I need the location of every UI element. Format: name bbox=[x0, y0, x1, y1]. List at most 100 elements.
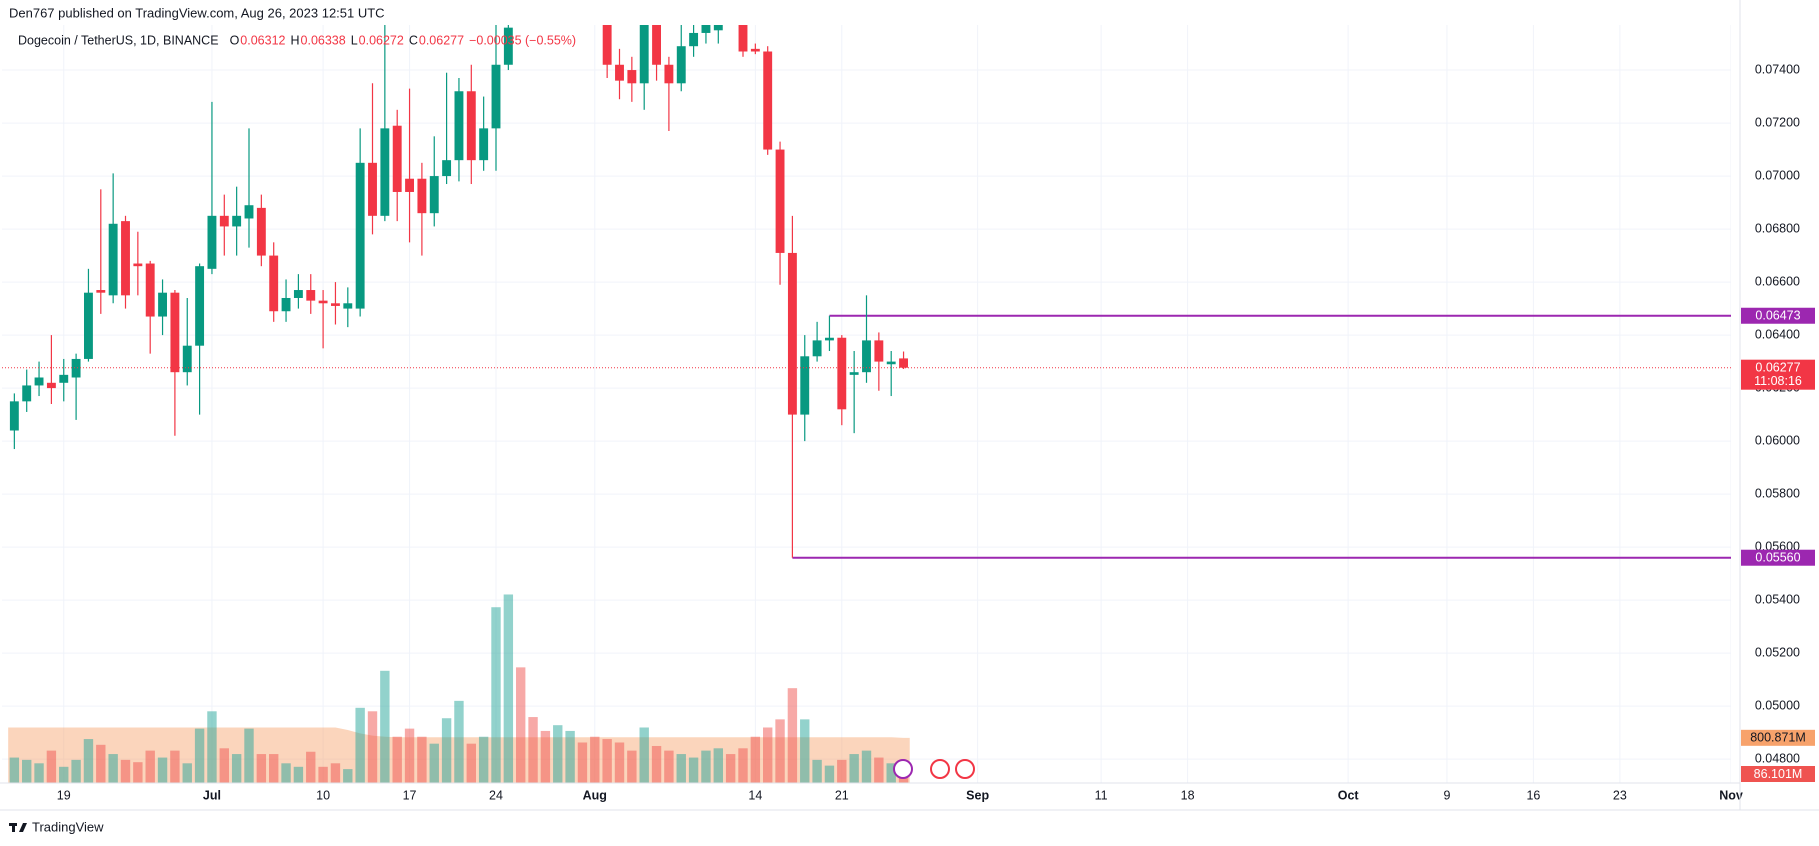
volume-bar bbox=[170, 750, 180, 783]
volume-bar bbox=[676, 754, 686, 783]
x-tick-label: 21 bbox=[835, 788, 849, 802]
legend-key: L bbox=[351, 33, 358, 47]
volume-bar bbox=[528, 717, 538, 783]
y-tick-label: 0.07000 bbox=[1755, 168, 1800, 182]
legend-value: 0.06312 bbox=[240, 33, 285, 47]
volume-bar bbox=[219, 748, 229, 783]
volume-bar bbox=[491, 607, 501, 783]
candle-body bbox=[837, 337, 847, 410]
candle-body bbox=[738, 25, 748, 52]
candle-body bbox=[442, 160, 452, 177]
volume-bar bbox=[627, 750, 637, 783]
candle-body bbox=[689, 32, 699, 47]
x-tick-label: 24 bbox=[489, 788, 503, 802]
event-icon bbox=[930, 759, 950, 779]
logo bbox=[9, 823, 27, 832]
volume-bar bbox=[874, 757, 884, 783]
volume-bar bbox=[824, 765, 835, 783]
volume-bar bbox=[293, 766, 304, 783]
candle-body bbox=[405, 178, 414, 192]
volume-bar bbox=[738, 748, 748, 783]
x-tick-label: 17 bbox=[403, 788, 417, 802]
x-tick-label: 18 bbox=[1181, 788, 1195, 802]
volume-bar bbox=[775, 719, 785, 783]
x-tick-label: 23 bbox=[1613, 788, 1627, 802]
y-tick-label: 0.04800 bbox=[1755, 751, 1800, 765]
candle-body bbox=[293, 290, 303, 298]
countdown: 11:08:16 bbox=[1754, 374, 1802, 388]
volume-ma-tag bbox=[1741, 729, 1815, 746]
volume-label: 86.101M bbox=[1754, 767, 1803, 781]
candle-body bbox=[787, 252, 797, 415]
volume-bar bbox=[478, 736, 489, 783]
volume-bar bbox=[34, 763, 44, 783]
volume-bar bbox=[281, 763, 291, 783]
volume-bar bbox=[516, 667, 526, 783]
volume-bar bbox=[590, 736, 600, 783]
legend-key: O bbox=[230, 33, 240, 47]
y-tick-label: 0.06400 bbox=[1755, 327, 1800, 341]
candle-body bbox=[71, 358, 81, 378]
volume-bar bbox=[207, 711, 217, 783]
volume-bar bbox=[688, 757, 699, 783]
event-icon bbox=[955, 759, 975, 779]
level-tag bbox=[1741, 307, 1815, 324]
candle-body bbox=[886, 361, 896, 365]
volume-bar bbox=[22, 759, 32, 783]
volume-bar bbox=[651, 745, 662, 783]
volume-bar bbox=[392, 736, 402, 783]
x-tick-label: 14 bbox=[748, 788, 762, 802]
volume-bar bbox=[108, 754, 118, 783]
header: Den767 published on TradingView.com, Aug… bbox=[9, 5, 385, 20]
volume-bar bbox=[343, 769, 353, 783]
volume-bar bbox=[577, 742, 588, 783]
candle-body bbox=[652, 25, 661, 65]
candle-body bbox=[145, 263, 155, 317]
candle-body bbox=[281, 297, 291, 312]
volume-bar bbox=[59, 766, 69, 783]
candle-body bbox=[479, 128, 489, 161]
volume-ma-label: 800.871M bbox=[1750, 731, 1806, 745]
volume-bar bbox=[367, 711, 378, 783]
candle-body bbox=[491, 64, 501, 129]
candle-body bbox=[46, 382, 56, 389]
candle-body bbox=[380, 128, 390, 216]
legend-title: Dogecoin / TetherUS, 1D, BINANCE bbox=[18, 33, 219, 47]
candle-body bbox=[355, 162, 365, 309]
legend-key: C bbox=[409, 33, 418, 47]
candle-body bbox=[121, 221, 130, 296]
candle-body bbox=[244, 205, 254, 219]
candle-body bbox=[664, 64, 674, 84]
candle-body bbox=[306, 290, 316, 301]
volume-bar bbox=[466, 743, 476, 783]
candle-body bbox=[84, 292, 93, 359]
volume-bar bbox=[800, 719, 810, 783]
candle-body bbox=[800, 356, 810, 415]
candle-body bbox=[269, 255, 279, 312]
candle-body bbox=[59, 374, 69, 383]
price-label: 0.06277 bbox=[1755, 360, 1800, 374]
volume-bar bbox=[120, 759, 131, 783]
plot bbox=[2, 25, 1731, 783]
candle-body bbox=[9, 401, 19, 431]
volume-bar bbox=[861, 750, 872, 783]
legend-value: 0.06277 bbox=[419, 33, 464, 47]
candle-body bbox=[331, 303, 340, 306]
legend-value: 0.06272 bbox=[359, 33, 404, 47]
volume-bar bbox=[145, 750, 155, 783]
candle-body bbox=[454, 91, 464, 161]
volume-bar bbox=[306, 751, 316, 783]
volume-bar bbox=[812, 759, 822, 783]
volume-bar bbox=[849, 754, 859, 783]
volume-bar bbox=[898, 778, 909, 783]
candle-body bbox=[899, 358, 908, 368]
level-label: 0.05560 bbox=[1755, 551, 1800, 565]
volume-bar bbox=[837, 759, 847, 783]
volume-bar bbox=[787, 688, 798, 783]
candle-body bbox=[812, 340, 822, 357]
y-tick-label: 0.05800 bbox=[1755, 486, 1800, 500]
candle-body bbox=[429, 176, 439, 214]
volume-bar bbox=[664, 750, 674, 783]
